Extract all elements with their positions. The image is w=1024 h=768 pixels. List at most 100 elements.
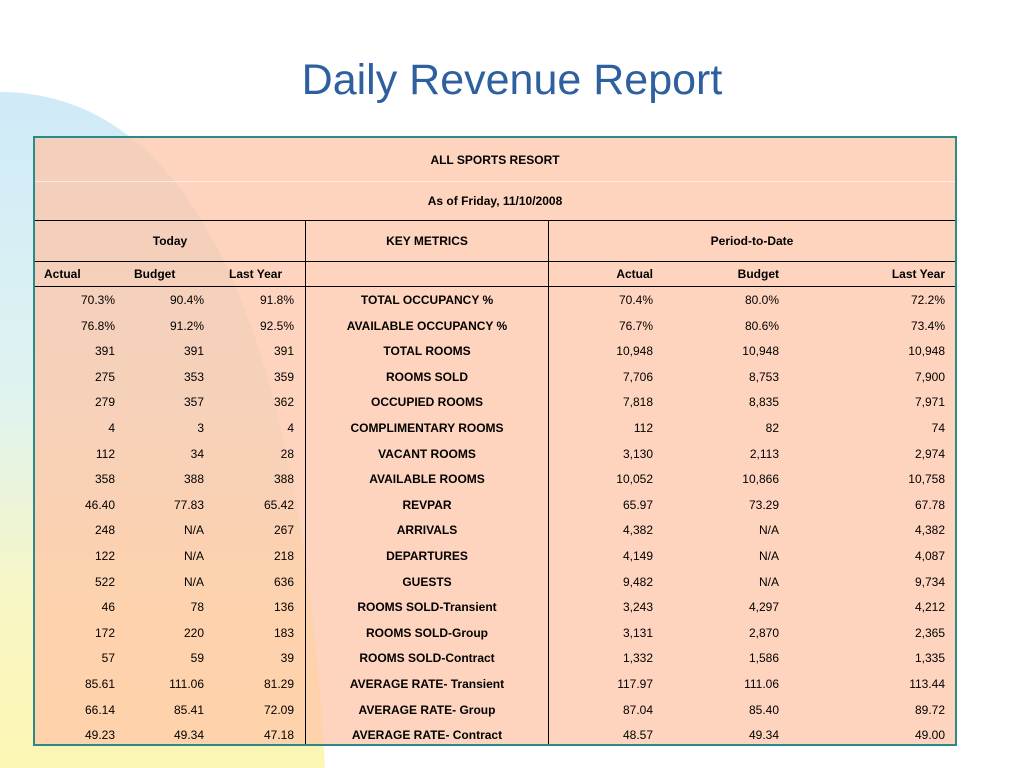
cell-today-budget: 59 [190,651,204,666]
cell-metric: AVERAGE RATE- Group [358,702,496,717]
cell-ptd-last-year: 2,365 [914,625,945,640]
cell-today-budget: 391 [183,344,204,359]
cell-metric: VACANT ROOMS [378,446,476,461]
cell-metric: TOTAL ROOMS [383,344,471,359]
cell-metric: AVERAGE RATE- Contract [351,728,503,743]
cell-ptd-actual: 7,706 [622,369,653,384]
page-title: Daily Revenue Report [301,56,723,104]
cell-today-last-year: 65.42 [263,497,294,512]
cell-today-actual: 57 [101,651,115,666]
cell-metric: AVAILABLE OCCUPANCY % [346,318,508,333]
group-header-key-metrics: KEY METRICS [386,234,468,248]
cell-ptd-budget: 4,297 [748,600,779,615]
cell-today-budget: 111.06 [169,677,204,691]
table-row: 4 3 4 COMPLIMENTARY ROOMS 112 82 74 [35,416,955,442]
cell-today-budget: N/A [183,549,204,563]
cell-ptd-actual: 87.04 [622,702,653,717]
cell-today-budget: 91.2% [169,318,204,333]
cell-today-budget: 34 [190,446,204,461]
cell-ptd-last-year: 74 [931,421,945,435]
cell-ptd-actual: 3,130 [622,446,653,461]
cell-ptd-budget: N/A [758,523,779,538]
table-row: 46.40 77.83 65.42 REVPAR 65.97 73.29 67.78 [35,493,955,519]
table-row: 248 N/A 267 ARRIVALS 4,382 N/A 4,382 [35,518,955,544]
table-row: 85.61 111.06 81.29 AVERAGE RATE- Transient 1… [35,672,955,698]
table-row: 275 353 359 ROOMS SOLD 7,706 8,753 7,900 [35,365,955,391]
cell-today-last-year: 39 [280,651,294,666]
cell-today-last-year: 636 [273,574,294,589]
cell-ptd-last-year: 7,971 [914,395,945,410]
cell-metric: GUESTS [402,574,452,589]
cell-ptd-last-year: 72.2% [910,293,945,307]
cell-ptd-last-year: 1,335 [914,651,945,666]
cell-ptd-actual: 112 [633,421,653,435]
table-row: 522 N/A 636 GUESTS 9,482 N/A 9,734 [35,570,955,596]
cell-ptd-last-year: 7,900 [914,369,945,384]
cell-today-last-year: 183 [273,625,294,640]
cell-today-last-year: 72.09 [263,702,294,717]
col-ptd-actual: Actual [616,267,653,281]
table-row: 122 N/A 218 DEPARTURES 4,149 N/A 4,087 [35,544,955,570]
cell-ptd-actual: 4,149 [622,549,653,563]
cell-today-budget: 3 [197,421,204,435]
cell-ptd-budget: 8,753 [748,369,779,384]
cell-today-actual: 66.14 [84,702,115,717]
cell-ptd-budget: 2,113 [749,446,779,461]
cell-ptd-actual: 117.97 [617,677,653,691]
cell-metric: COMPLIMENTARY ROOMS [350,421,504,435]
cell-today-actual: 122 [94,549,115,563]
cell-metric: REVPAR [402,497,452,512]
table-row: 391 391 391 TOTAL ROOMS 10,948 10,948 10,948 [35,339,955,365]
cell-today-actual: 275 [94,369,115,384]
cell-today-last-year: 136 [273,600,294,615]
cell-today-actual: 46.40 [84,497,115,512]
cell-ptd-last-year: 4,087 [914,549,945,563]
cell-ptd-budget: 80.6% [744,318,779,333]
cell-today-budget: N/A [183,523,204,538]
cell-ptd-last-year: 10,948 [908,344,945,359]
cell-today-budget: 353 [183,369,204,384]
cell-ptd-actual: 4,382 [622,523,653,538]
table-row: 172 220 183 ROOMS SOLD-Group 3,131 2,870 2,365 [35,621,955,647]
cell-ptd-budget: 111.06 [744,677,779,691]
cell-today-actual: 391 [94,344,115,359]
group-header-period-to-date: Period-to-Date [710,234,794,248]
cell-ptd-last-year: 4,382 [914,523,945,538]
cell-today-last-year: 4 [287,421,294,435]
cell-today-last-year: 91.8% [259,293,294,307]
cell-ptd-budget: 82 [765,421,779,435]
cell-today-actual: 248 [94,523,115,538]
cell-ptd-actual: 10,948 [616,344,653,359]
cell-ptd-actual: 70.4% [618,293,653,307]
cell-today-last-year: 92.5% [259,318,294,333]
cell-today-last-year: 81.29 [263,677,294,691]
cell-today-budget: 85.41 [173,702,204,717]
cell-ptd-last-year: 9,734 [914,574,945,589]
cell-ptd-last-year: 73.4% [910,318,945,333]
group-header-today: Today [152,234,188,248]
cell-today-actual: 358 [94,472,115,487]
table-row: 279 357 362 OCCUPIED ROOMS 7,818 8,835 7,971 [35,390,955,416]
cell-today-budget: 49.34 [173,728,204,743]
cell-metric: TOTAL OCCUPANCY % [360,293,494,307]
cell-ptd-budget: 10,948 [742,344,779,359]
col-today-actual: Actual [44,267,81,281]
col-today-last-year: Last Year [229,267,283,281]
cell-today-actual: 70.3% [80,293,115,307]
table-row: 46 78 136 ROOMS SOLD-Transient 3,243 4,297 4,2… [35,595,955,621]
col-ptd-last-year: Last Year [891,267,945,281]
cell-ptd-budget: N/A [758,574,779,589]
cell-metric: AVERAGE RATE- Transient [349,677,505,691]
table-row: 70.3% 90.4% 91.8% TOTAL OCCUPANCY % 70.4% 80.… [35,288,955,314]
cell-metric: AVAILABLE ROOMS [369,472,485,487]
cell-today-actual: 49.23 [84,728,115,743]
cell-ptd-actual: 3,131 [622,625,653,640]
cell-ptd-budget: 49.34 [748,728,779,743]
cell-today-last-year: 28 [280,446,294,461]
cell-today-actual: 279 [94,395,115,410]
cell-ptd-last-year: 89.72 [914,702,945,717]
cell-today-budget: 78 [190,600,204,615]
cell-today-last-year: 218 [273,549,294,563]
property-name: ALL SPORTS RESORT [430,152,560,167]
table-row: 112 34 28 VACANT ROOMS 3,130 2,113 2,974 [35,442,955,468]
